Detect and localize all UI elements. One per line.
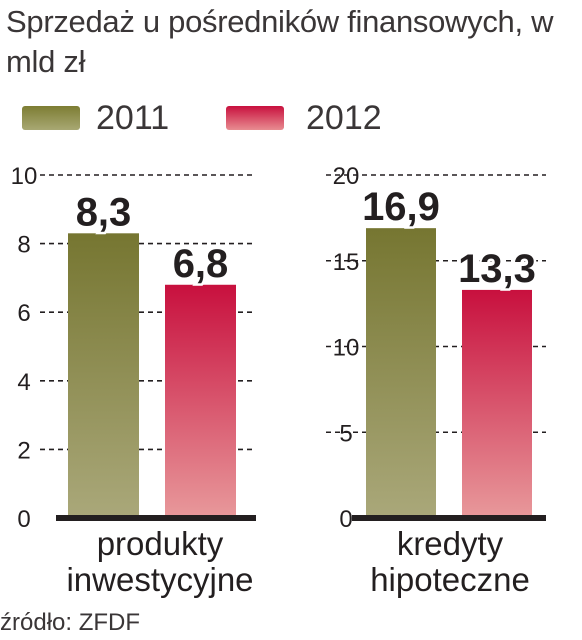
legend: 2011 2012 <box>22 98 582 138</box>
y-tick-label: 8 <box>17 232 30 259</box>
category-label: produkty <box>97 525 224 562</box>
y-tick-label: 10 <box>11 163 38 190</box>
chart-title: Sprzedaż u pośredników finansowych, w ml… <box>6 4 554 79</box>
data-label-2011: 16,9 <box>362 185 440 229</box>
legend-swatch-2011 <box>22 106 80 130</box>
bar-2012 <box>462 289 532 518</box>
bar-2011 <box>366 228 436 519</box>
legend-label-2012: 2012 <box>306 99 382 137</box>
legend-swatch-2012 <box>226 106 284 130</box>
y-tick-label: 5 <box>339 420 352 447</box>
category-label: kredyty <box>397 525 504 562</box>
legend-label-2011: 2011 <box>96 99 170 137</box>
bar-2012 <box>165 284 236 518</box>
category-label: hipoteczne <box>370 561 530 598</box>
source-note: źródło: ZFDF <box>0 609 141 636</box>
data-label-2012: 6,8 <box>173 242 229 286</box>
y-tick-label: 20 <box>333 163 360 190</box>
y-tick-label: 6 <box>17 300 30 327</box>
bar-2011 <box>68 233 139 518</box>
y-tick-label: 10 <box>333 335 360 362</box>
y-tick-label: 0 <box>339 506 352 533</box>
y-tick-label: 0 <box>17 506 30 533</box>
data-label-2012: 13,3 <box>458 247 536 291</box>
category-label: inwestycyjne <box>66 561 253 598</box>
y-tick-label: 2 <box>17 437 30 464</box>
y-tick-label: 15 <box>333 249 360 276</box>
data-label-2011: 8,3 <box>76 190 132 234</box>
y-tick-label: 4 <box>17 369 30 396</box>
